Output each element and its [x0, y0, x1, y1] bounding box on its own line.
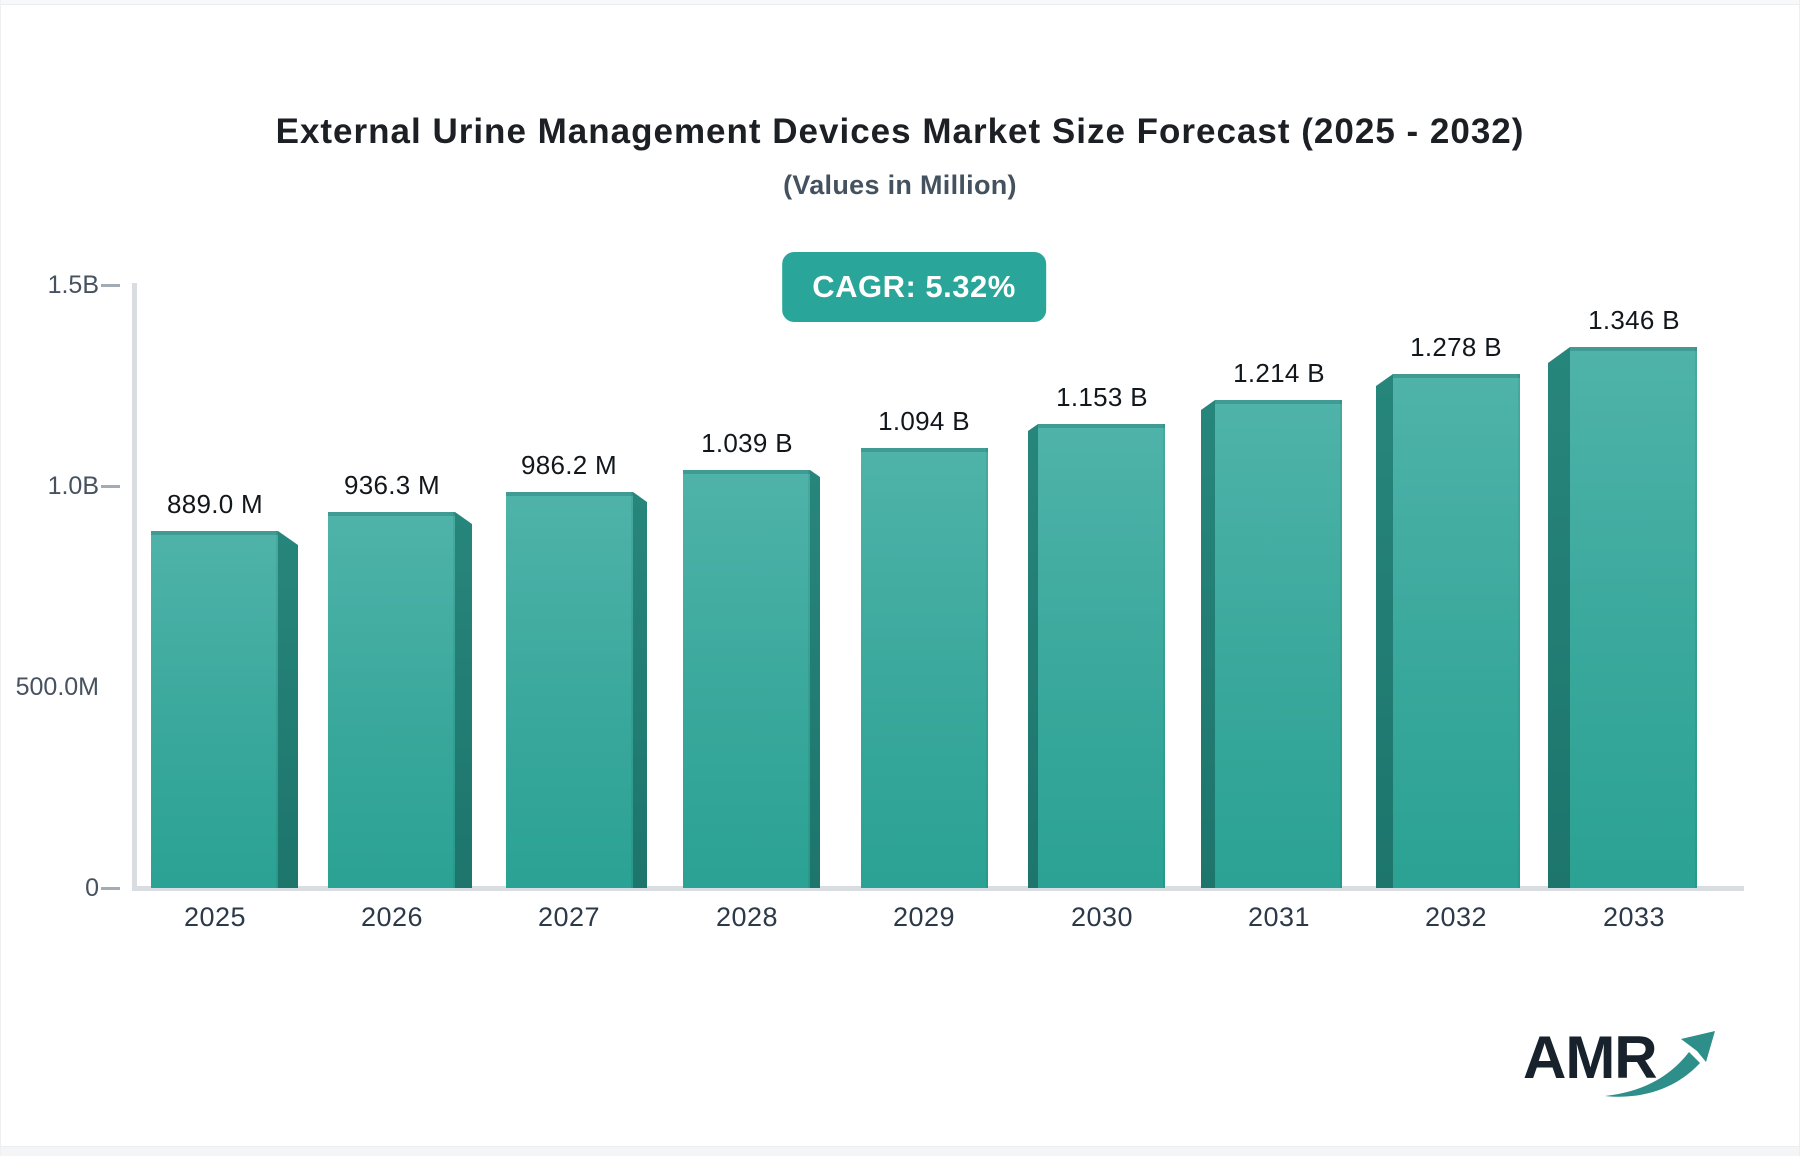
- cagr-badge: CAGR: 5.32%: [782, 252, 1046, 322]
- bar-value-label: 936.3 M: [343, 470, 441, 500]
- y-axis-label: 1.5B: [47, 271, 99, 299]
- chart-subtitle: (Values in Million): [783, 170, 1017, 200]
- amr-logo-text: AMR: [1523, 1024, 1658, 1091]
- x-axis-label: 2027: [537, 902, 601, 932]
- bar-side-face: [455, 512, 472, 888]
- bar-front-face: [151, 531, 278, 888]
- y-axis-label: 0: [85, 874, 99, 902]
- bar-value-label: 889.0 M: [166, 489, 264, 519]
- trend-up-arrow-icon: [1605, 1031, 1715, 1097]
- bar-value-label: 986.2 M: [520, 450, 618, 480]
- bar-value-label: 1.278 B: [1410, 332, 1502, 362]
- page-top-edge: [1, 0, 1799, 5]
- x-axis-label: 2025: [183, 902, 247, 932]
- bar-side-face: [1376, 374, 1393, 888]
- bar-front-face: [1393, 374, 1520, 888]
- y-axis-tick: [101, 284, 120, 287]
- bar-side-face: [633, 492, 647, 888]
- bar-value-label: 1.039 B: [701, 428, 793, 458]
- bar-front-face: [861, 448, 988, 888]
- x-axis-label: 2026: [360, 902, 424, 932]
- bar-front-face: [683, 470, 810, 888]
- y-axis-label: 500.0M: [15, 673, 99, 701]
- bar-value-label: 1.094 B: [878, 406, 970, 436]
- x-axis-label: 2030: [1070, 902, 1134, 932]
- x-axis-label: 2029: [892, 902, 956, 932]
- bar-front-face: [1215, 400, 1342, 888]
- x-axis-line: [132, 886, 1744, 891]
- bar-side-face: [1201, 400, 1215, 888]
- x-axis-label: 2032: [1424, 902, 1488, 932]
- y-axis-label: 1.0B: [47, 472, 99, 500]
- bar-value-label: 1.214 B: [1233, 358, 1325, 388]
- bar-side-face: [1028, 424, 1038, 888]
- y-axis-tick: [101, 485, 120, 488]
- bar-value-label: 1.346 B: [1588, 305, 1680, 335]
- x-axis-label: 2033: [1602, 902, 1666, 932]
- bar-front-face: [328, 512, 455, 888]
- y-axis-line: [132, 283, 137, 891]
- page-bottom-edge: [1, 1146, 1799, 1156]
- bar-front-face: [1570, 347, 1697, 888]
- chart-title: External Urine Management Devices Market…: [275, 112, 1525, 151]
- bar-side-face: [278, 531, 298, 888]
- bar-side-face: [1548, 347, 1570, 888]
- y-axis-tick: [101, 887, 120, 890]
- bar-value-label: 1.153 B: [1056, 382, 1148, 412]
- amr-logo: AMR: [1523, 1022, 1715, 1112]
- bar-side-face: [810, 470, 820, 888]
- x-axis-label: 2031: [1247, 902, 1311, 932]
- bar-front-face: [1038, 424, 1165, 888]
- bar-front-face: [506, 492, 633, 888]
- x-axis-label: 2028: [715, 902, 779, 932]
